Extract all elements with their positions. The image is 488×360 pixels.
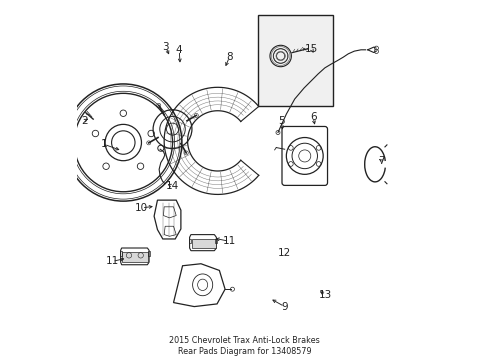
Text: 9: 9 bbox=[281, 302, 287, 312]
Text: 5: 5 bbox=[278, 116, 284, 126]
Text: 14: 14 bbox=[165, 181, 179, 191]
Text: 2015 Chevrolet Trax Anti-Lock Brakes
Rear Pads Diagram for 13408579: 2015 Chevrolet Trax Anti-Lock Brakes Rea… bbox=[169, 336, 319, 356]
Text: 1: 1 bbox=[101, 139, 107, 149]
Text: 15: 15 bbox=[304, 44, 317, 54]
Text: 2: 2 bbox=[81, 116, 88, 126]
Text: 8: 8 bbox=[225, 52, 232, 62]
Text: 12: 12 bbox=[277, 248, 290, 258]
Bar bbox=[188, 239, 190, 243]
Text: 4: 4 bbox=[176, 45, 182, 55]
Bar bbox=[215, 239, 217, 243]
Text: 11: 11 bbox=[105, 256, 119, 266]
Bar bbox=[120, 251, 122, 256]
Bar bbox=[191, 239, 215, 248]
Bar bbox=[148, 251, 150, 256]
Bar bbox=[122, 252, 148, 262]
Text: 10: 10 bbox=[135, 203, 148, 213]
Text: 11: 11 bbox=[223, 236, 236, 246]
Text: 6: 6 bbox=[309, 112, 316, 122]
Text: 3: 3 bbox=[162, 42, 169, 52]
Text: 13: 13 bbox=[318, 290, 331, 300]
Text: 7: 7 bbox=[378, 156, 384, 166]
Bar bbox=[257, 15, 332, 106]
